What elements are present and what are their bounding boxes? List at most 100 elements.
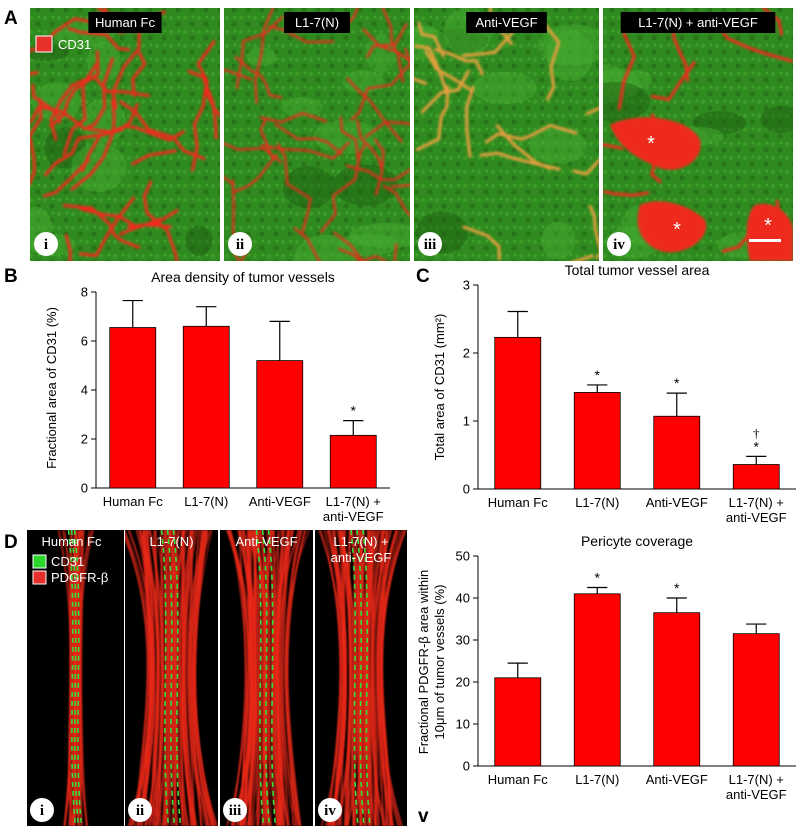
pdgfr-fiber [74, 530, 89, 826]
y-tick-label: 8 [81, 285, 88, 300]
numeral-badge [418, 232, 442, 256]
numeral-badge [318, 798, 342, 822]
pdgfr-fiber [282, 530, 300, 826]
vessel [62, 60, 100, 156]
panel-numeral: iv [613, 237, 625, 253]
vessel [572, 158, 599, 176]
y-tick-label: 20 [456, 675, 470, 690]
x-tick-label: L1-7(N) + [729, 495, 784, 510]
tissue-texture [540, 221, 576, 260]
vessel [234, 56, 283, 99]
x-tick-label: L1-7(N) [184, 494, 228, 509]
x-tick-label: Human Fc [488, 495, 548, 510]
bar [653, 612, 701, 767]
cd31-vessel [67, 530, 83, 826]
bar [732, 464, 780, 490]
vessel [236, 15, 284, 90]
scale-bar [749, 239, 781, 242]
pdgfr-fiber [242, 530, 257, 826]
cd31-vessel [350, 530, 371, 826]
pdgfr-fiber [179, 530, 189, 826]
panel-label-a: A [4, 8, 18, 29]
vessel [111, 28, 141, 110]
vessel [603, 190, 650, 197]
panel-numeral: i [44, 237, 48, 253]
cd31-strand [356, 530, 365, 826]
numeral-badge [228, 232, 252, 256]
y-tick-label: 1 [463, 414, 470, 429]
x-tick-label: L1-7(N) + [729, 772, 784, 787]
legend-label: CD31 [51, 554, 84, 569]
y-axis-label: Fractional PDGFR-β area within [416, 570, 431, 754]
vessel [30, 17, 99, 52]
vessel [465, 85, 475, 158]
micrograph-d-ii: L1-7(N) ii [125, 530, 218, 826]
pdgfr-fiber [129, 530, 153, 826]
vessel [191, 84, 208, 172]
cd31-strand [160, 530, 170, 826]
tissue-texture [282, 166, 335, 209]
pdgfr-fiber [182, 530, 195, 826]
pdgfr-fiber [378, 530, 398, 826]
vessel [293, 227, 321, 261]
panel-numeral: i [40, 803, 44, 819]
pdgfr-fiber [378, 530, 399, 826]
cd31-strand [67, 530, 77, 826]
hemorrhage-star: * [647, 133, 655, 155]
vessel [259, 112, 328, 124]
vessel [67, 27, 131, 52]
x-tick-label: Anti-VEGF [249, 494, 311, 509]
legend-swatch [32, 570, 47, 585]
bar [256, 360, 304, 489]
x-tick-label: L1-7(N) [575, 772, 619, 787]
significance-marker: † [753, 425, 760, 440]
image-title-box [466, 12, 547, 33]
vessel [131, 149, 177, 166]
vessel [479, 151, 561, 171]
numeral-badge [34, 232, 58, 256]
vessel [350, 63, 410, 121]
bar [573, 593, 621, 767]
pdgfr-fiber [161, 530, 168, 826]
vessel [364, 121, 410, 139]
vessel [617, 31, 636, 111]
numeral-badge [223, 798, 247, 822]
x-tick-label: Anti-VEGF [646, 772, 708, 787]
micrograph-d-iii: Anti-VEGF iii [220, 530, 313, 826]
vessel [119, 217, 162, 236]
panel-numeral: ii [136, 803, 144, 819]
tissue-texture [603, 63, 625, 103]
legend-swatch-cd31 [35, 35, 53, 53]
tissue-texture [603, 68, 641, 100]
image-title: Anti-VEGF [235, 534, 297, 549]
chart-title: Pericyte coverage [581, 533, 693, 549]
y-tick-label: 50 [456, 549, 470, 564]
panel-numeral: iv [324, 803, 336, 819]
hemorrhage-star: * [764, 215, 772, 237]
pdgfr-fiber [284, 530, 303, 826]
panel-numeral: iii [229, 803, 242, 819]
y-tick-label: 0 [81, 481, 88, 496]
pdgfr-fiber [330, 530, 345, 826]
panel-label-v: v [418, 806, 429, 827]
pdgfr-fiber [238, 530, 254, 826]
legend-label-cd31: CD31 [58, 37, 91, 52]
vessel [424, 49, 474, 93]
cd31-strand [70, 530, 80, 826]
numeral-badge [128, 798, 152, 822]
vessel [31, 83, 62, 124]
x-tick-label: Human Fc [488, 772, 548, 787]
tissue-texture [620, 70, 652, 89]
panel-label-c: C [416, 266, 430, 287]
vessel [42, 158, 91, 198]
y-tick-label: 6 [81, 334, 88, 349]
y-tick-label: 40 [456, 591, 470, 606]
vessel [64, 233, 72, 261]
pdgfr-fiber [145, 530, 160, 826]
tissue-texture [471, 71, 537, 105]
y-tick-label: 0 [463, 482, 470, 497]
vessel [44, 133, 103, 177]
vessel [268, 25, 335, 44]
vessel [346, 77, 403, 143]
